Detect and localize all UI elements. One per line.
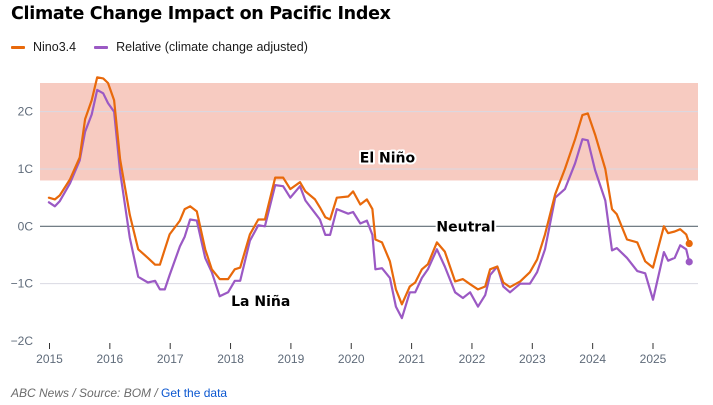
el-nino-label: El Niño [360, 151, 416, 167]
chart-title: Climate Change Impact on Pacific Index [11, 4, 391, 24]
legend-label-relative: Relative (climate change adjusted) [116, 40, 308, 54]
x-tick-label: 2021 [398, 352, 425, 366]
x-tick-label: 2022 [459, 352, 486, 366]
y-tick-label: −2C [11, 334, 34, 348]
x-tick-label: 2016 [96, 352, 123, 366]
x-tick-label: 2019 [278, 352, 305, 366]
legend-item-nino34[interactable]: Nino3.4 [11, 40, 76, 54]
x-tick-label: 2020 [338, 352, 365, 366]
y-tick-label: 2C [18, 105, 34, 119]
x-tick-label: 2025 [640, 352, 667, 366]
x-tick-label: 2017 [157, 352, 184, 366]
y-tick-label: 0C [18, 219, 34, 233]
legend-swatch-nino34 [11, 45, 25, 49]
source-credit: ABC News / Source: BOM / [11, 386, 162, 400]
relative-line [47, 88, 691, 320]
nino34-latest-point[interactable] [685, 239, 693, 248]
get-the-data-link[interactable]: Get the data [161, 386, 228, 400]
neutral-label: Neutral [436, 219, 495, 235]
relative-latest-point[interactable] [685, 258, 693, 266]
y-tick-label: −1C [11, 277, 34, 291]
x-tick-label: 2015 [36, 352, 63, 366]
el-nino-band [40, 83, 698, 181]
legend-swatch-relative [94, 45, 109, 49]
legend-label-nino34: Nino3.4 [33, 40, 77, 54]
la-nina-label: La Niña [231, 294, 290, 310]
x-tick-label: 2018 [217, 352, 244, 366]
x-tick-label: 2024 [579, 352, 606, 366]
x-tick-label: 2023 [519, 352, 546, 366]
footer: ABC News / Source: BOM / Get the data [11, 386, 227, 400]
nino34-line [47, 76, 691, 306]
chart-plot: 2C 1C 0C −1C −2C 2015 2016 2017 2018 2019 2020 202… [11, 76, 698, 366]
y-tick-label: 1C [18, 162, 34, 176]
legend-item-relative[interactable]: Relative (climate change adjusted) [94, 40, 308, 54]
legend: Nino3.4 Relative (climate change adjuste… [11, 40, 326, 54]
